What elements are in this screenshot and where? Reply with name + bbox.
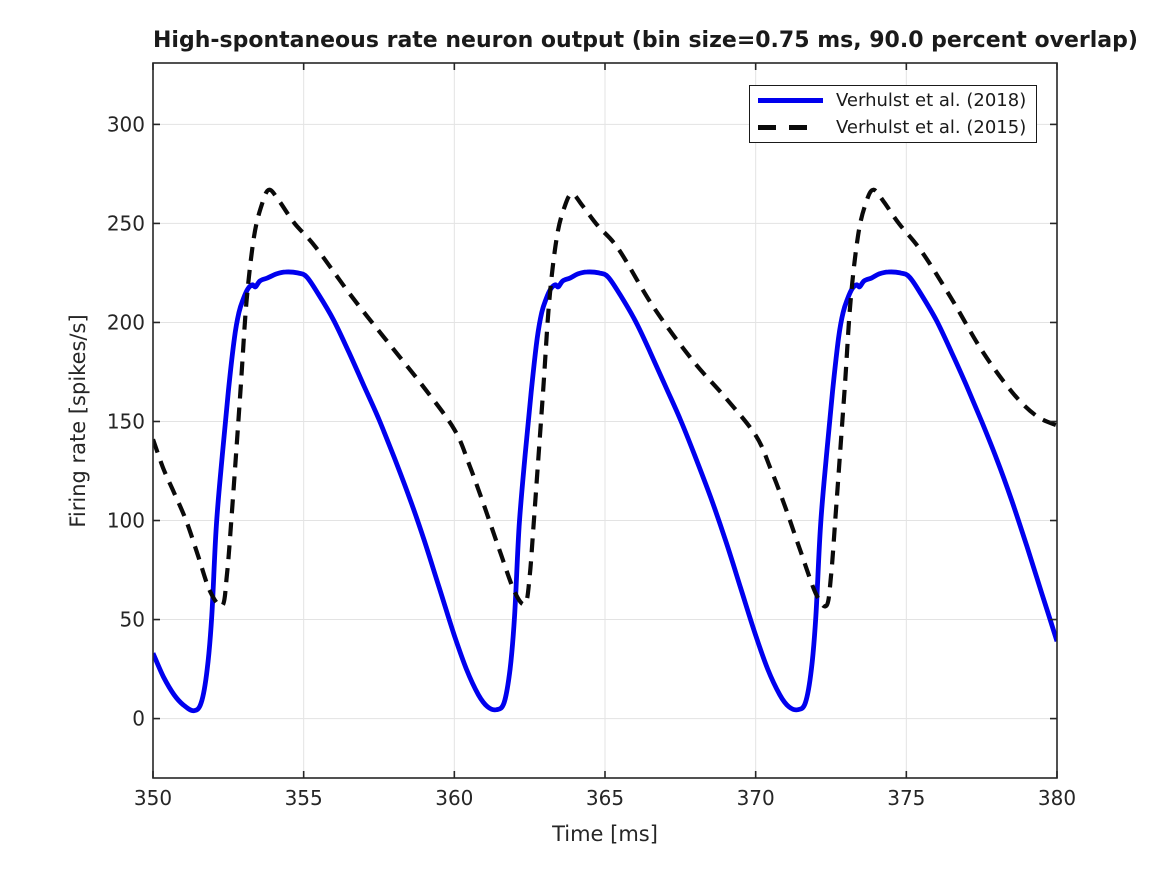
y-axis-label: Firing rate [spikes/s] [66,314,90,528]
y-tick-label: 150 [107,409,145,433]
gridlines [152,63,1058,778]
x-tick-label: 360 [435,786,473,810]
legend-item-verhulst-2015: Verhulst et al. (2015) [750,115,1036,141]
data-curves [153,187,1057,714]
legend-dashed-line-sample [758,125,823,130]
x-tick-label: 370 [737,786,775,810]
x-tick-label: 380 [1038,786,1076,810]
legend-solid-line-sample [758,97,823,103]
y-tick-label: 0 [132,707,145,731]
x-tick-label: 355 [285,786,323,810]
x-axis-label: Time [ms] [552,822,658,846]
legend-label-verhulst-2018: Verhulst et al. (2018) [836,89,1027,111]
curve-series-0 [153,269,1057,714]
x-tick-label: 365 [586,786,624,810]
tick-labels: 350 355 360 365 370 375 380 0 50 100 150 200 250 300 [107,112,1076,810]
y-tick-label: 250 [107,211,145,235]
curve-series-1 [153,187,1057,609]
tick-marks [152,63,1058,778]
legend-item-verhulst-2018: Verhulst et al. (2018) [750,87,1036,113]
y-tick-label: 50 [120,608,145,632]
y-tick-label: 300 [107,112,145,136]
x-tick-label: 375 [887,786,925,810]
y-tick-label: 100 [107,509,145,533]
legend-label-verhulst-2015: Verhulst et al. (2015) [836,117,1027,139]
chart-title: High-spontaneous rate neuron output (bin… [153,28,1138,53]
x-tick-label: 350 [134,786,172,810]
legend: Verhulst et al. (2018) Verhulst et al. (… [749,85,1037,143]
y-tick-label: 200 [107,310,145,334]
